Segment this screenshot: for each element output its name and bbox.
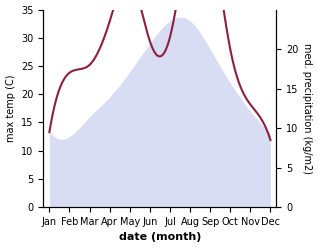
Y-axis label: med. precipitation (kg/m2): med. precipitation (kg/m2)	[302, 43, 313, 174]
Y-axis label: max temp (C): max temp (C)	[5, 75, 16, 142]
X-axis label: date (month): date (month)	[119, 232, 201, 243]
